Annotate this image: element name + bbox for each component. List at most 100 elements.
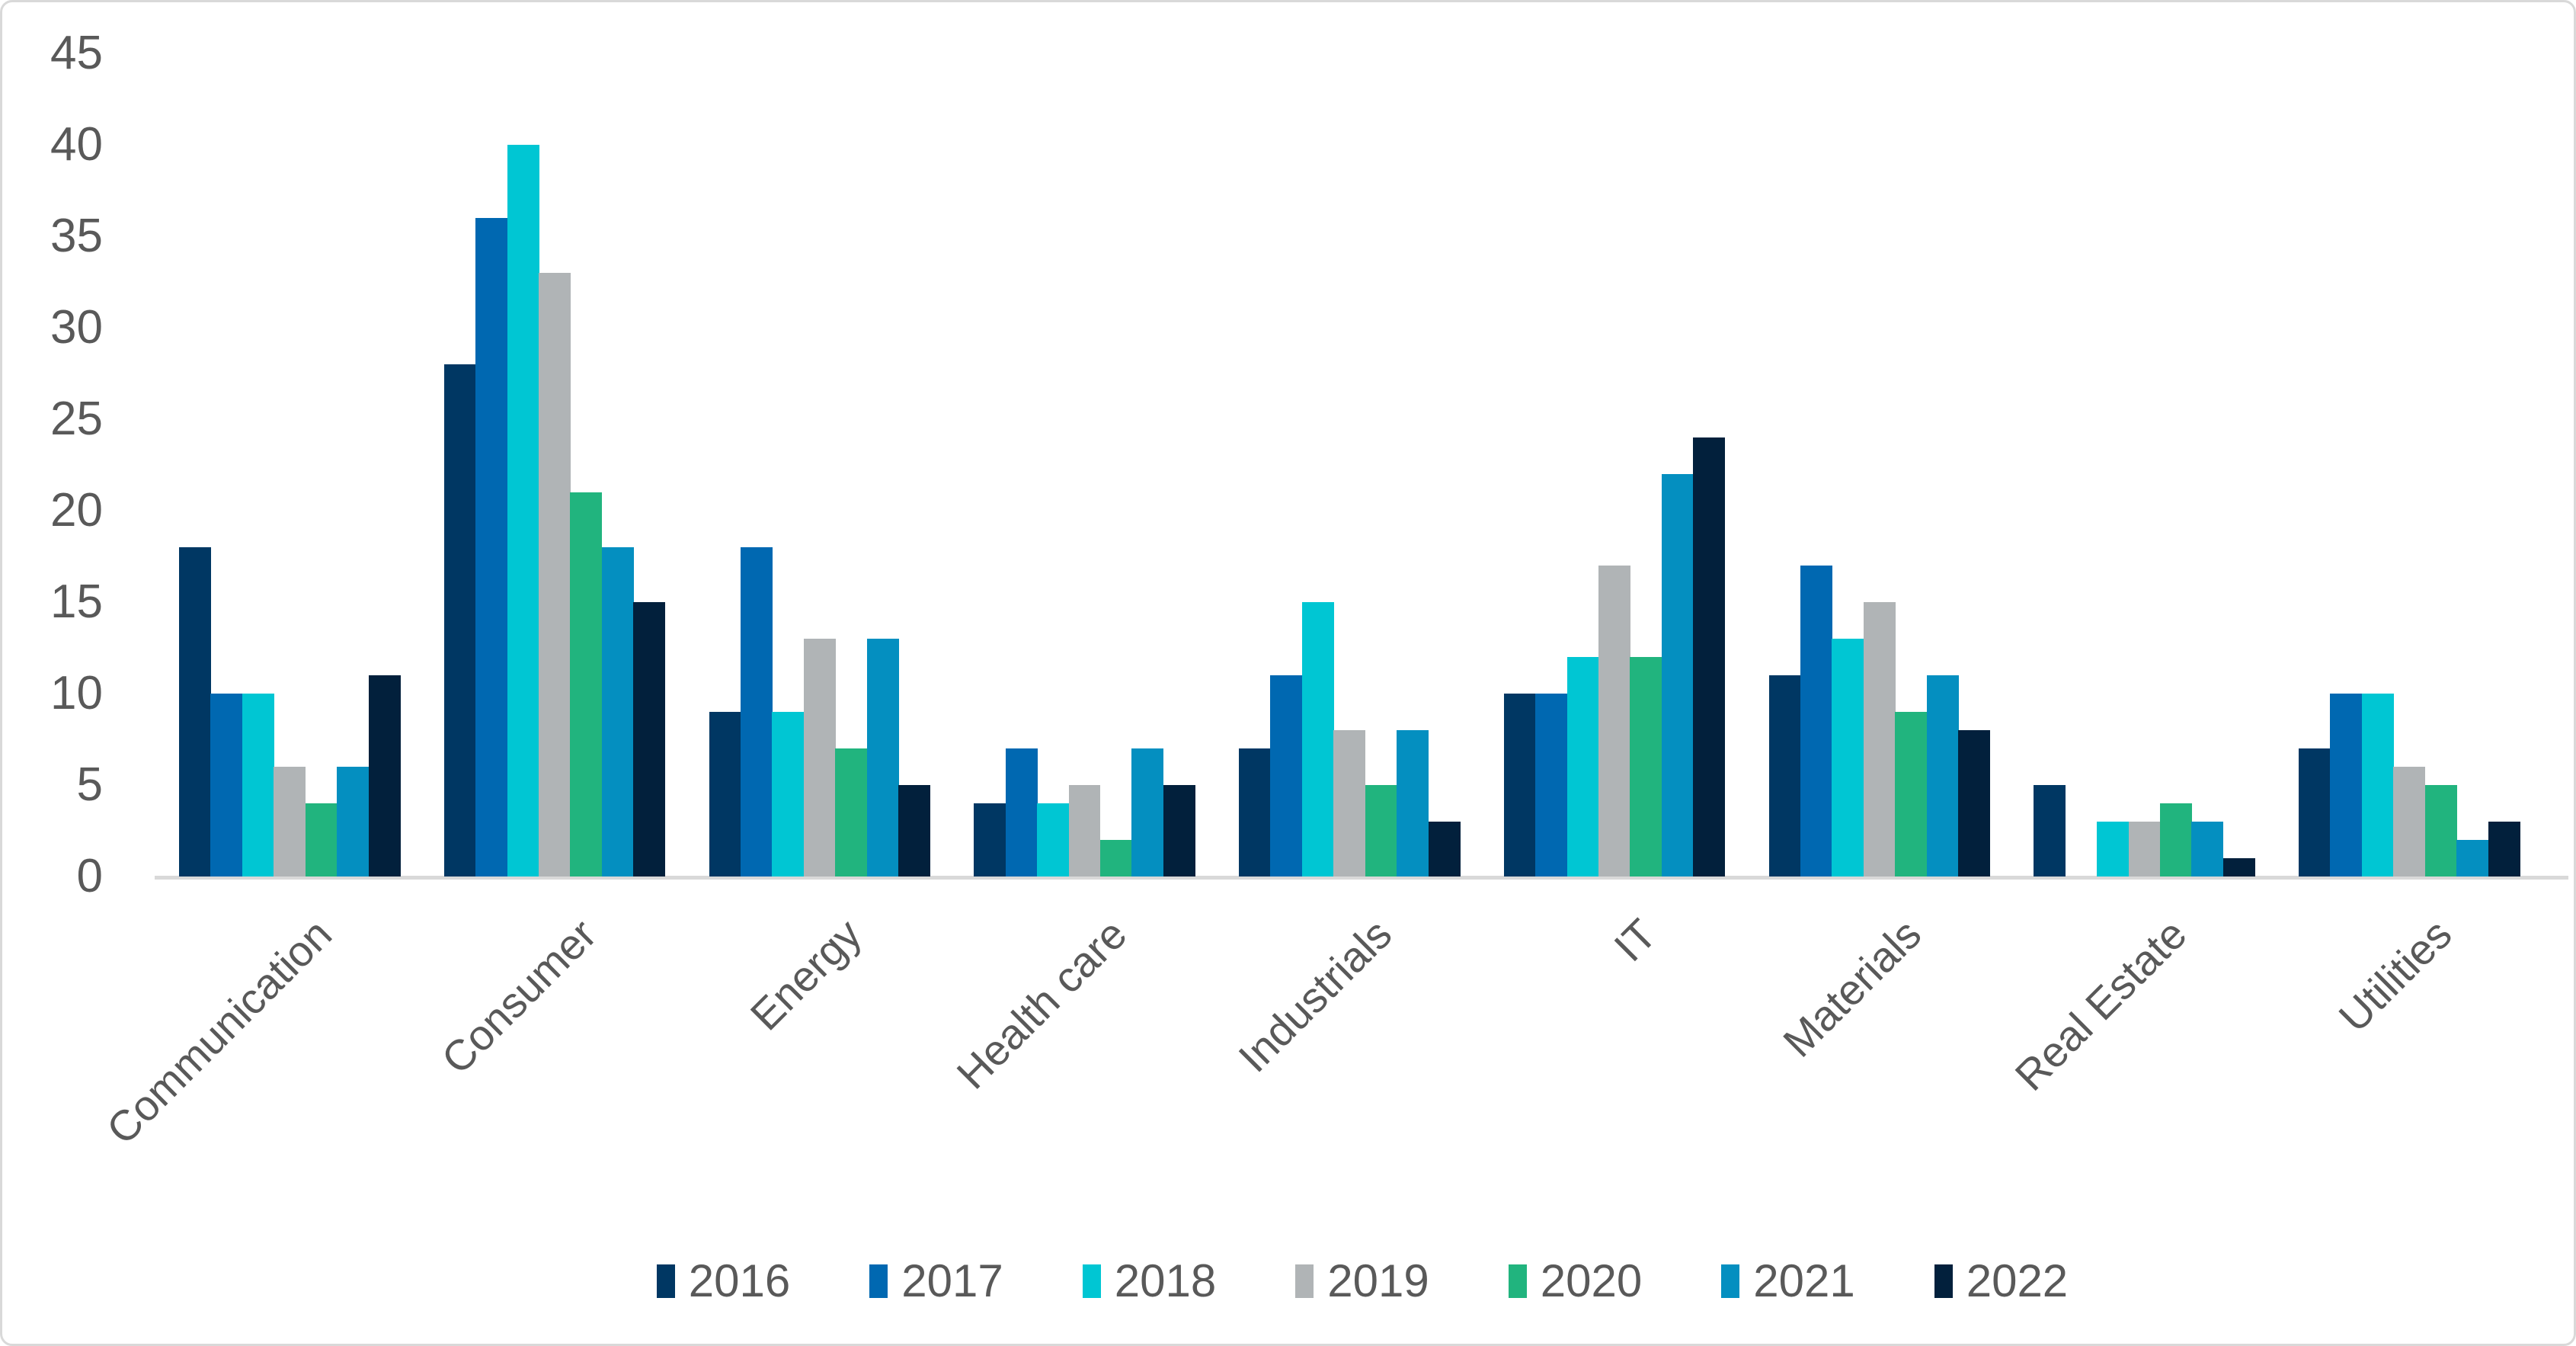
bar-2021-energy[interactable] [866,639,899,877]
x-axis-category-label: Materials [1774,909,1931,1066]
legend-swatch-2016 [656,1264,675,1298]
bar-2022-consumer[interactable] [633,602,666,877]
bar-2020-consumer[interactable] [570,492,603,877]
y-axis-tick-label: 35 [50,210,103,262]
bar-2021-communication[interactable] [337,767,370,877]
legend-swatch-2022 [1934,1264,1953,1298]
bar-2022-industrials[interactable] [1428,822,1461,877]
legend-item-2019[interactable]: 2019 [1295,1258,1429,1304]
bar-2020-materials[interactable] [1895,712,1928,877]
bar-2017-health-care[interactable] [1005,748,1038,877]
bar-2017-consumer[interactable] [475,218,508,877]
bar-2018-communication[interactable] [242,694,274,877]
bar-2016-utilities[interactable] [2299,748,2331,877]
bar-2017-communication[interactable] [210,694,243,877]
legend-item-2017[interactable]: 2017 [869,1258,1003,1304]
bar-2016-real-estate[interactable] [2034,785,2066,877]
legend-swatch-2018 [1082,1264,1101,1298]
bar-2016-consumer[interactable] [443,364,476,877]
legend-swatch-2020 [1508,1264,1527,1298]
bar-2016-it[interactable] [1503,694,1536,877]
legend-item-2020[interactable]: 2020 [1508,1258,1642,1304]
bar-2018-energy[interactable] [772,712,805,877]
bar-2021-industrials[interactable] [1397,730,1429,877]
x-axis-category-label: Health care [947,909,1136,1098]
y-axis-tick-label: 45 [50,27,103,79]
bar-2021-real-estate[interactable] [2191,822,2224,877]
bar-2019-communication[interactable] [274,767,306,877]
legend-label: 2019 [1327,1255,1429,1306]
bar-2017-utilities[interactable] [2330,694,2363,877]
legend-swatch-2019 [1295,1264,1314,1298]
x-axis-category-label: Energy [741,909,871,1040]
bar-2019-health-care[interactable] [1068,785,1101,877]
bar-2022-utilities[interactable] [2488,822,2520,877]
bar-2016-industrials[interactable] [1239,748,1271,877]
y-axis-tick-label: 5 [76,758,103,811]
bar-2019-industrials[interactable] [1333,730,1366,877]
bar-2018-materials[interactable] [1832,639,1864,877]
bar-2021-it[interactable] [1661,474,1694,877]
bar-2016-communication[interactable] [179,547,211,877]
y-axis-tick-label: 10 [50,667,103,719]
legend-label: 2022 [1966,1255,2069,1306]
legend-item-2022[interactable]: 2022 [1934,1258,2068,1304]
x-axis-category-label: IT [1605,909,1666,971]
legend-item-2016[interactable]: 2016 [656,1255,791,1306]
x-axis-category-label: Communication [97,909,341,1154]
bar-2018-real-estate[interactable] [2097,822,2130,877]
bar-2019-utilities[interactable] [2393,767,2426,877]
y-axis-tick-label: 30 [50,301,103,354]
legend-item-2021[interactable]: 2021 [1721,1255,1855,1306]
bar-2022-energy[interactable] [898,785,930,877]
bar-2022-real-estate[interactable] [2222,858,2255,877]
legend-swatch-2021 [1721,1264,1740,1298]
bar-2019-it[interactable] [1598,566,1630,877]
bar-2019-real-estate[interactable] [2128,822,2161,877]
bar-2017-it[interactable] [1535,694,1568,877]
bar-2018-it[interactable] [1566,657,1599,877]
legend-label: 2017 [901,1255,1003,1306]
bar-2020-communication[interactable] [305,803,338,877]
legend-label: 2021 [1753,1255,1855,1306]
y-axis-tick-label: 15 [50,575,103,628]
legend-swatch-2017 [869,1264,888,1298]
legend-label: 2018 [1114,1255,1217,1306]
bar-2022-it[interactable] [1693,437,1726,877]
bar-2020-health-care[interactable] [1099,840,1132,877]
bar-2016-energy[interactable] [709,712,741,877]
y-axis-tick-label: 25 [50,393,103,445]
bar-2020-real-estate[interactable] [2159,803,2192,877]
legend-item-2018[interactable]: 2018 [1082,1255,1217,1306]
bar-2022-communication[interactable] [368,675,401,877]
bar-2022-health-care[interactable] [1163,785,1195,877]
x-axis-category-label: Real Estate [2005,909,2196,1100]
bar-2018-industrials[interactable] [1301,602,1334,877]
bar-2019-materials[interactable] [1863,602,1896,877]
bar-2021-health-care[interactable] [1131,748,1164,877]
bar-2019-energy[interactable] [803,639,836,877]
bar-2020-energy[interactable] [835,748,868,877]
bar-2021-utilities[interactable] [2456,840,2489,877]
bar-2022-materials[interactable] [1958,730,1990,877]
bar-2020-industrials[interactable] [1365,785,1397,877]
bar-2016-materials[interactable] [1768,675,1801,877]
bar-2017-energy[interactable] [740,547,773,877]
x-axis-category-label: Industrials [1229,909,1401,1082]
chart-legend: 2016 2017 2018 2019 2020 2021 2022 [155,1258,2570,1304]
bar-2020-utilities[interactable] [2424,785,2457,877]
bar-2019-consumer[interactable] [539,273,571,877]
bar-2017-materials[interactable] [1800,566,1832,877]
x-axis-category-label: Utilities [2328,909,2461,1041]
bar-2021-consumer[interactable] [601,547,634,877]
y-axis-tick-label: 0 [76,850,103,902]
bar-2018-utilities[interactable] [2361,694,2394,877]
bar-2017-industrials[interactable] [1270,675,1303,877]
bar-2020-it[interactable] [1630,657,1662,877]
bar-2016-health-care[interactable] [974,803,1006,877]
bar-2018-consumer[interactable] [507,145,539,877]
bar-2021-materials[interactable] [1926,675,1959,877]
legend-label: 2016 [688,1255,791,1306]
bar-2018-health-care[interactable] [1037,803,1070,877]
